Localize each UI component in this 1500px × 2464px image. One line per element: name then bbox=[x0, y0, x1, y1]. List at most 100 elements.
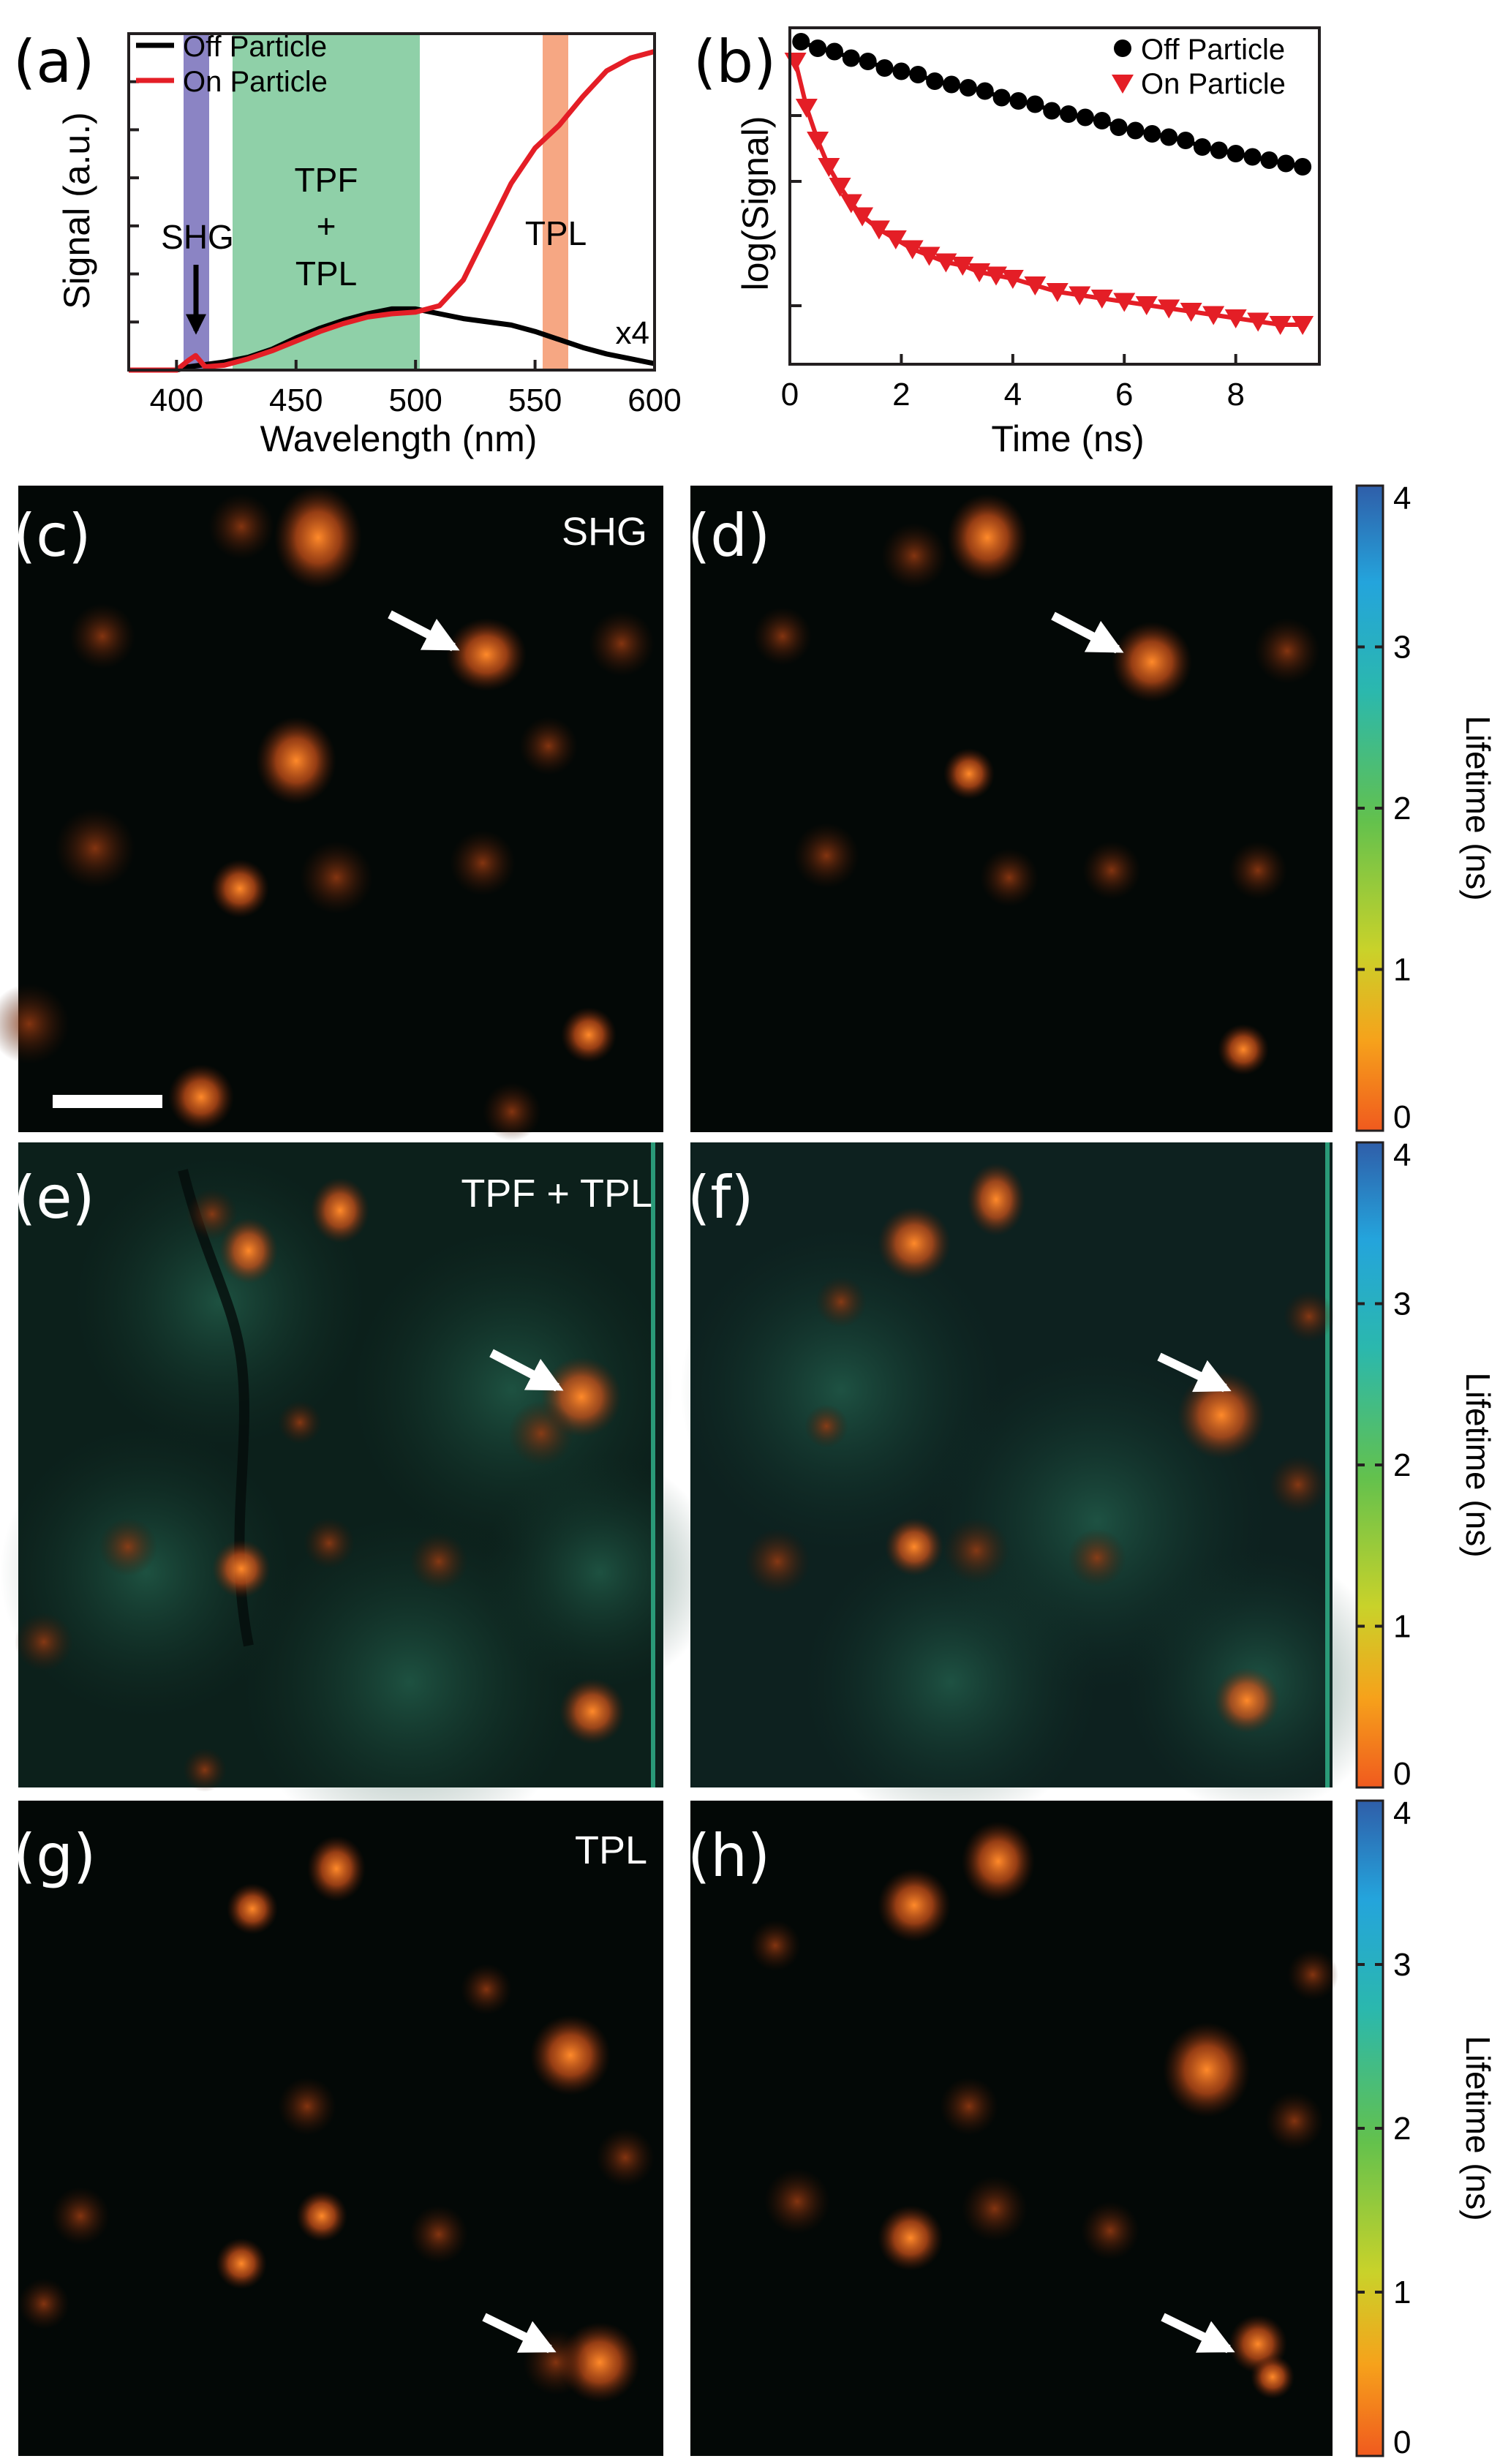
particle-spot bbox=[559, 1679, 625, 1744]
point-off-17 bbox=[1076, 108, 1094, 127]
point-on-7 bbox=[867, 220, 890, 240]
annotation-scale: x4 bbox=[616, 315, 649, 351]
image-label-tpl: TPL bbox=[575, 1828, 647, 1872]
point-off-5 bbox=[875, 59, 894, 77]
particle-spot bbox=[278, 2077, 336, 2136]
chart-b-ylabel: log(Signal) bbox=[735, 116, 776, 290]
point-off-7 bbox=[909, 66, 927, 83]
particle-spot bbox=[947, 494, 1028, 581]
x-tick-label-b-3: 6 bbox=[1115, 377, 1133, 412]
point-off-8 bbox=[926, 72, 944, 90]
legend-label-off: Off Particle bbox=[183, 31, 327, 63]
point-off-16 bbox=[1060, 105, 1078, 123]
particle-spot bbox=[1082, 841, 1141, 900]
particle-spot bbox=[300, 841, 373, 914]
point-off-13 bbox=[1009, 92, 1028, 110]
chart-b: (b) 0 2 4 6 8 log(Signal) Time (ns) Off Part… bbox=[693, 26, 1321, 459]
x-tick-label-a-2: 500 bbox=[388, 383, 442, 418]
arrow-h bbox=[1161, 2313, 1235, 2354]
image-d: (d) bbox=[687, 486, 1333, 1132]
particle-spot bbox=[878, 1207, 951, 1280]
point-on-19 bbox=[1090, 290, 1113, 309]
point-off-0 bbox=[792, 33, 810, 50]
point-on-26 bbox=[1247, 312, 1270, 332]
particle-spot bbox=[596, 2128, 655, 2187]
colorbar-tick-label: 2 bbox=[1393, 791, 1411, 826]
legend-marker-off bbox=[1114, 39, 1131, 57]
point-on-21 bbox=[1135, 296, 1158, 315]
legend-marker-on bbox=[1112, 75, 1134, 94]
colorbar-3: 0 1 2 3 4 Lifetime (ns) bbox=[1355, 1796, 1497, 2460]
point-off-22 bbox=[1160, 128, 1178, 146]
particle-spot bbox=[530, 2015, 611, 2095]
colorbar-tick-label: 1 bbox=[1393, 952, 1411, 988]
point-on-14 bbox=[984, 266, 1007, 286]
x-tick-label-a-1: 450 bbox=[269, 383, 323, 418]
particle-spot bbox=[878, 2205, 943, 2271]
particle-spot bbox=[885, 1518, 943, 1576]
point-on-13 bbox=[968, 263, 991, 282]
image-label-shg: SHG bbox=[562, 510, 647, 554]
point-on-11 bbox=[935, 253, 957, 273]
point-on-1 bbox=[795, 99, 818, 118]
particle-spot bbox=[1177, 1371, 1265, 1459]
point-on-9 bbox=[901, 240, 924, 260]
point-on-5 bbox=[840, 194, 862, 214]
particle-spot bbox=[1287, 1949, 1338, 2000]
point-on-22 bbox=[1158, 299, 1180, 319]
particle-spot bbox=[311, 1178, 369, 1243]
colorbar-tick-label: 2 bbox=[1393, 1447, 1411, 1483]
point-off-26 bbox=[1226, 145, 1245, 162]
chart-b-legend: Off Particle On Particle bbox=[1103, 29, 1316, 102]
point-off-11 bbox=[976, 82, 994, 100]
point-on-15 bbox=[1001, 270, 1024, 289]
chart-b-xlabel: Time (ns) bbox=[991, 418, 1144, 459]
panel-label-b: (b) bbox=[693, 28, 776, 96]
chart-a-xlabel: Wavelength (nm) bbox=[260, 418, 538, 459]
chart-a: (a) 400 450 500 550 600 Signal (a.u.) Wavele… bbox=[13, 28, 682, 459]
particle-spot bbox=[183, 1748, 227, 1792]
particle-spot bbox=[962, 1821, 1035, 1902]
particle-spot bbox=[304, 1518, 355, 1569]
image-e: (e) TPF + TPL bbox=[0, 1142, 717, 1850]
point-on-6 bbox=[851, 207, 874, 227]
legend-box bbox=[1103, 29, 1316, 102]
point-off-21 bbox=[1143, 125, 1161, 143]
particle-spot bbox=[99, 1518, 157, 1576]
colorbar-tick-label: 4 bbox=[1393, 1796, 1411, 1831]
annotation-tpf: TPF bbox=[295, 161, 358, 199]
particle-spot bbox=[219, 1218, 278, 1284]
point-off-12 bbox=[992, 88, 1011, 107]
point-off-15 bbox=[1043, 102, 1061, 120]
point-on-28 bbox=[1292, 316, 1314, 335]
particle-spot bbox=[483, 1082, 541, 1141]
particle-spot bbox=[15, 1613, 73, 1671]
point-on-18 bbox=[1069, 286, 1091, 306]
particle-spot bbox=[1284, 1291, 1335, 1342]
arrow-f bbox=[1157, 1352, 1232, 1393]
arrow-e bbox=[489, 1349, 564, 1392]
x-tick-label-a-4: 600 bbox=[627, 383, 681, 418]
particle-spot bbox=[256, 717, 336, 805]
x-tick-label-a-3: 550 bbox=[508, 383, 562, 418]
colorbar-label: Lifetime (ns) bbox=[1459, 1372, 1497, 1557]
arrow-c bbox=[388, 610, 460, 652]
particle-spot bbox=[1229, 841, 1287, 900]
chart-a-xticks: 400 450 500 550 600 bbox=[150, 360, 682, 418]
point-on-25 bbox=[1224, 309, 1247, 328]
particle-spot bbox=[943, 1518, 1009, 1583]
point-off-18 bbox=[1093, 112, 1111, 129]
image-h: (h) bbox=[687, 1801, 1338, 2456]
particle-spot bbox=[764, 2169, 830, 2234]
particle-spot bbox=[208, 494, 274, 560]
particle-spot bbox=[881, 523, 947, 589]
particle-spot bbox=[450, 830, 516, 896]
particle-spot bbox=[1269, 1455, 1327, 1514]
point-on-2 bbox=[807, 132, 829, 151]
panel-label-c: (c) bbox=[13, 502, 91, 570]
colorbar-tick-label: 4 bbox=[1393, 481, 1411, 516]
point-off-25 bbox=[1210, 141, 1228, 159]
particle-spot bbox=[296, 2190, 347, 2242]
point-off-29 bbox=[1277, 154, 1295, 173]
